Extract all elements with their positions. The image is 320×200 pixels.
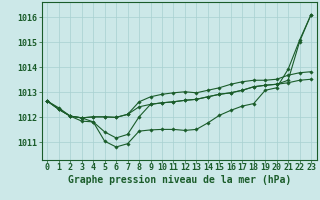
X-axis label: Graphe pression niveau de la mer (hPa): Graphe pression niveau de la mer (hPa) [68, 175, 291, 185]
